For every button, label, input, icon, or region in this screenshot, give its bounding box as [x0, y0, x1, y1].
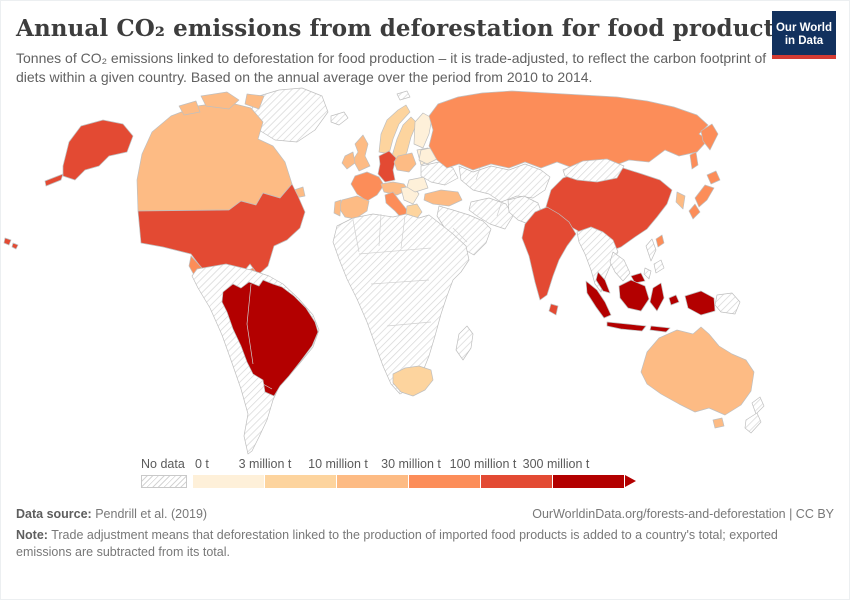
country-canada-arctic[interactable]	[178, 100, 201, 116]
region-indochina[interactable]	[609, 251, 631, 282]
note-value: Trade adjustment means that deforestatio…	[16, 527, 778, 559]
country-philippines[interactable]	[653, 259, 665, 274]
owid-logo-accent-bar	[772, 55, 836, 59]
country-australia-tasmania[interactable]	[712, 417, 725, 429]
legend-tick-3: 30 million t	[381, 456, 441, 471]
country-turkey[interactable]	[423, 189, 463, 207]
internal-borders	[246, 167, 503, 390]
chart-footer: Data source: Pendrill et al. (2019) OurW…	[1, 499, 849, 561]
country-malaysia-borneo[interactable]	[630, 272, 646, 284]
country-japan-kyushu[interactable]	[688, 203, 701, 220]
country-indonesia-java[interactable]	[606, 321, 647, 332]
country-malaysia-peninsula[interactable]	[595, 271, 611, 294]
country-japan-hokkaido[interactable]	[706, 170, 721, 185]
country-poland[interactable]	[393, 152, 417, 173]
page-title: Annual CO₂ emissions from deforestation …	[16, 15, 816, 42]
country-madagascar[interactable]	[455, 325, 474, 361]
country-norway[interactable]	[378, 104, 411, 155]
country-sri-lanka[interactable]	[548, 303, 559, 316]
country-greenland[interactable]	[248, 87, 329, 143]
legend-no-data-label: No data	[141, 456, 185, 471]
country-russia-sakhalin[interactable]	[689, 151, 699, 170]
country-finland[interactable]	[413, 112, 433, 149]
region-middle-east[interactable]	[436, 205, 492, 256]
country-australia[interactable]	[640, 326, 755, 416]
country-new-zealand[interactable]	[744, 412, 762, 434]
country-brazil[interactable]	[221, 279, 319, 397]
legend-arrow-icon	[625, 474, 636, 487]
country-iran[interactable]	[468, 197, 514, 230]
country-mongolia[interactable]	[562, 158, 625, 183]
country-taiwan[interactable]	[655, 234, 665, 248]
country-uk[interactable]	[352, 134, 371, 172]
legend-color-bar	[193, 474, 636, 488]
country-new-zealand[interactable]	[751, 396, 765, 415]
country-indonesia-sulawesi[interactable]	[649, 282, 665, 312]
country-portugal[interactable]	[333, 199, 342, 217]
legend-tick-0: 0 t	[195, 456, 209, 471]
country-romania[interactable]	[406, 176, 429, 193]
country-japan-honshu[interactable]	[694, 184, 715, 208]
country-canada-arctic[interactable]	[244, 93, 265, 110]
chart-note: Note: Trade adjustment means that defore…	[16, 527, 836, 561]
country-ireland[interactable]	[341, 151, 356, 170]
map-legend: No data 0 t 3 million t 10 million t 30 …	[1, 457, 849, 499]
world-map	[1, 87, 849, 455]
country-russia-kamchatka[interactable]	[700, 123, 719, 151]
country-south-korea[interactable]	[675, 191, 686, 210]
country-india[interactable]	[521, 206, 577, 301]
country-indonesia-lesser-sunda[interactable]	[649, 325, 671, 333]
legend-tick-2: 10 million t	[308, 456, 368, 471]
legend-segment-3[interactable]	[409, 474, 481, 488]
country-indonesia-moluccas[interactable]	[668, 294, 680, 306]
owid-logo-line2: in Data	[784, 35, 824, 47]
legend-segment-0[interactable]	[193, 474, 265, 488]
country-russia[interactable]	[428, 90, 709, 171]
data-source-value: Pendrill et al. (2019)	[95, 506, 208, 521]
legend-segment-2[interactable]	[337, 474, 409, 488]
country-indonesia-sumatra[interactable]	[585, 280, 612, 319]
owid-logo-line1: Our World	[775, 21, 832, 34]
note-label: Note:	[16, 527, 48, 542]
chart-header: Annual CO₂ emissions from deforestation …	[1, 1, 849, 87]
legend-tick-4: 100 million t	[449, 456, 517, 471]
country-indonesia-borneo[interactable]	[618, 279, 650, 312]
owid-logo[interactable]: Our World in Data	[772, 11, 836, 59]
region-africa[interactable]	[332, 213, 470, 395]
country-papua-new-guinea[interactable]	[714, 292, 741, 315]
legend-segment-5[interactable]	[553, 474, 625, 488]
country-germany[interactable]	[377, 150, 397, 183]
country-indonesia-west-papua[interactable]	[684, 290, 716, 316]
country-svalbard[interactable]	[396, 90, 411, 101]
country-south-africa[interactable]	[392, 365, 434, 397]
legend-no-data-swatch[interactable]	[141, 474, 187, 488]
region-central-asia[interactable]	[458, 163, 551, 203]
legend-tick-1: 3 million t	[238, 456, 292, 471]
data-source-label: Data source:	[16, 506, 92, 521]
country-iceland[interactable]	[330, 111, 349, 126]
region-se-asia-mainland[interactable]	[576, 226, 619, 293]
country-canada-arctic[interactable]	[200, 91, 240, 110]
legend-segment-4[interactable]	[481, 474, 553, 488]
country-usa-hawaii[interactable]	[3, 237, 12, 246]
legend-tick-5: 300 million t	[522, 456, 590, 471]
choropleth-map-svg	[3, 87, 765, 455]
country-france[interactable]	[350, 171, 385, 202]
legend-segment-1[interactable]	[265, 474, 337, 488]
country-philippines[interactable]	[645, 238, 657, 262]
country-usa-alaska[interactable]	[62, 119, 134, 181]
country-philippines[interactable]	[643, 267, 652, 280]
country-usa-aleutians[interactable]	[44, 173, 64, 187]
data-source: Data source: Pendrill et al. (2019)	[16, 507, 207, 521]
chart-subtitle: Tonnes of CO₂ emissions linked to defore…	[16, 50, 767, 85]
owid-url-link[interactable]: OurWorldinData.org/forests-and-deforesta…	[532, 506, 834, 521]
country-usa-hawaii[interactable]	[11, 242, 19, 250]
